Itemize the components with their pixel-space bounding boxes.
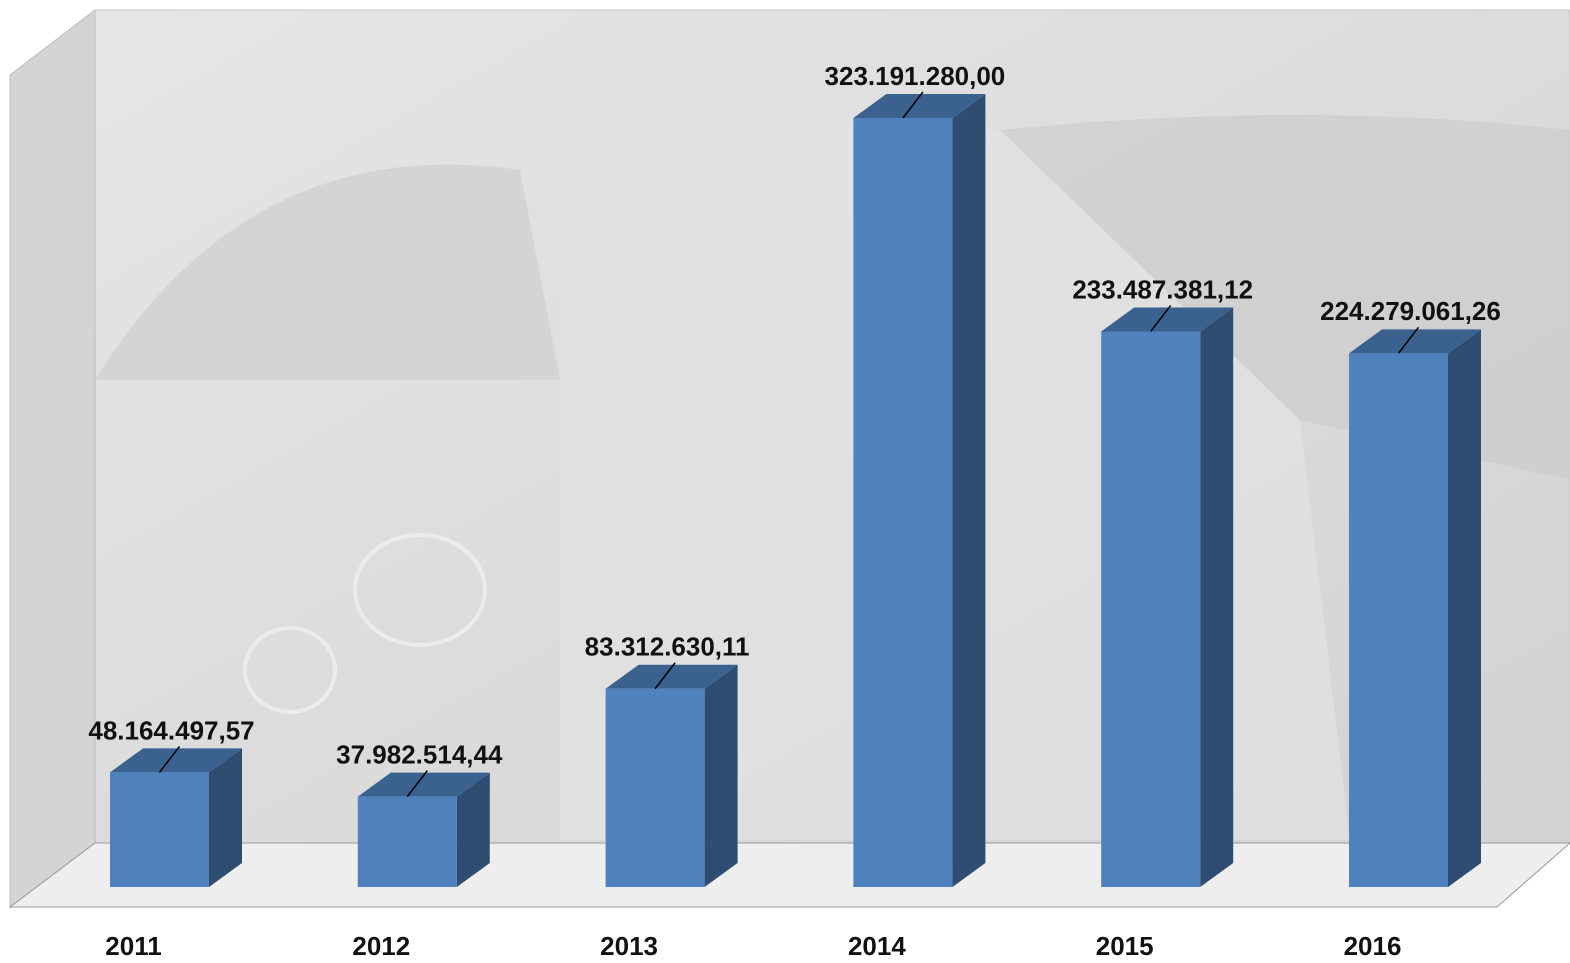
bar-top: [853, 94, 986, 118]
bar-side: [704, 664, 738, 887]
bar-side: [1448, 329, 1481, 887]
bar-top: [357, 772, 490, 797]
x-tick-label: 2012: [352, 931, 410, 961]
value-label: 83.312.630,11: [585, 632, 750, 662]
value-label: 233.487.381,12: [1072, 274, 1253, 304]
x-tick-label: 2016: [1344, 931, 1402, 961]
value-label: 48.164.497,57: [88, 715, 254, 745]
bar: [853, 118, 953, 887]
bar-top: [1101, 307, 1234, 332]
bar-top: [110, 748, 242, 773]
bar-top: [1349, 329, 1481, 354]
bar: [1101, 331, 1201, 887]
leader-line: [1397, 326, 1420, 354]
bar-side: [456, 772, 490, 887]
bar: [357, 796, 457, 887]
bar-side: [209, 748, 242, 887]
bar: [110, 772, 209, 887]
leader-line: [406, 770, 428, 798]
leader-line: [654, 662, 676, 690]
leader-line: [902, 91, 924, 119]
leader-line: [158, 745, 181, 773]
x-tick-label: 2015: [1096, 931, 1154, 961]
bar: [1349, 353, 1448, 887]
plot: 48.164.497,57 2011 37.982.514,44 2012 83.312…: [88, 61, 1501, 961]
value-label: 224.279.061,26: [1320, 296, 1501, 326]
value-label: 323.191.280,00: [825, 61, 1006, 91]
x-tick-label: 2014: [848, 931, 906, 961]
bar: [605, 688, 705, 887]
bar-side: [952, 94, 986, 887]
x-tick-label: 2013: [600, 931, 658, 961]
value-label: 37.982.514,44: [336, 739, 503, 769]
x-tick-label: 2011: [105, 931, 161, 961]
background: [8, 8, 1570, 909]
bar-side: [1200, 307, 1234, 887]
leader-line: [1150, 304, 1172, 332]
bar-top: [605, 664, 738, 689]
